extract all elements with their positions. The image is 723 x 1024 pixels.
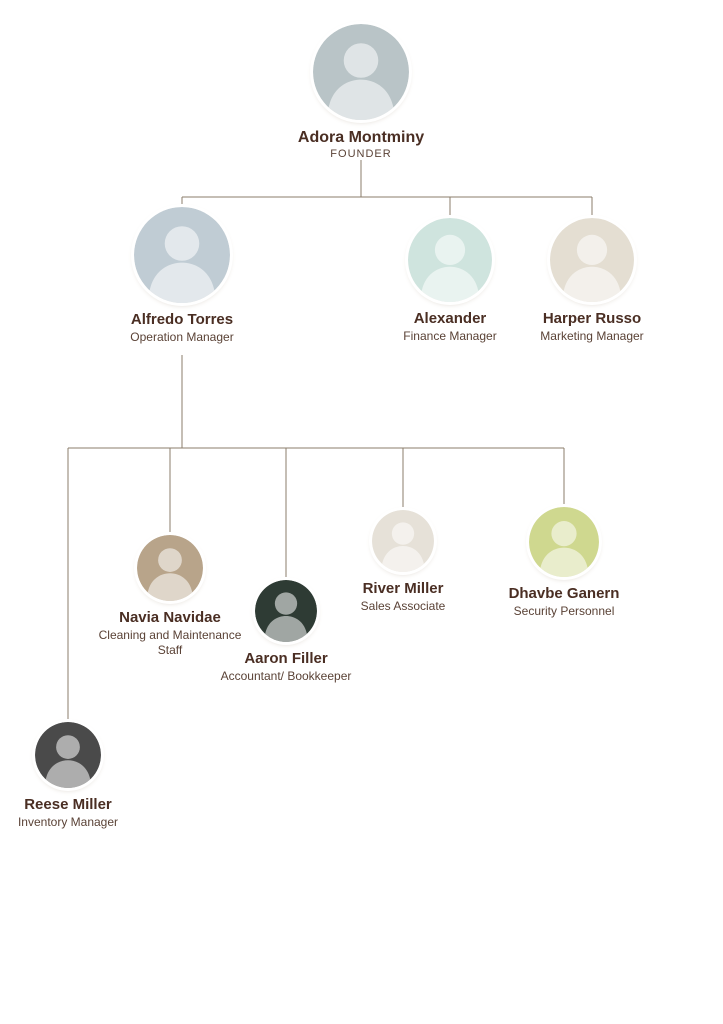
avatar bbox=[372, 510, 434, 572]
person-role: Sales Associate bbox=[323, 599, 483, 614]
person-node-founder: Adora MontminyFOUNDER bbox=[281, 24, 441, 162]
person-node-reese: Reese MillerInventory Manager bbox=[0, 722, 148, 830]
person-node-dhavbe: Dhavbe GanernSecurity Personnel bbox=[484, 507, 644, 619]
person-role: Accountant/ Bookkeeper bbox=[206, 669, 366, 684]
avatar bbox=[529, 507, 599, 577]
person-role: Operation Manager bbox=[102, 330, 262, 345]
person-role: Marketing Manager bbox=[512, 329, 672, 344]
person-role: Security Personnel bbox=[484, 604, 644, 619]
person-name: River Miller bbox=[323, 580, 483, 598]
org-chart: Adora MontminyFOUNDERAlfredo TorresOpera… bbox=[0, 0, 723, 1024]
person-node-alexander: AlexanderFinance Manager bbox=[370, 218, 530, 344]
avatar bbox=[408, 218, 492, 302]
person-name: Alfredo Torres bbox=[102, 311, 262, 329]
person-name: Harper Russo bbox=[512, 310, 672, 328]
person-role: FOUNDER bbox=[281, 148, 441, 162]
avatar bbox=[35, 722, 101, 788]
avatar bbox=[134, 207, 230, 303]
person-name: Alexander bbox=[370, 310, 530, 328]
person-name: Dhavbe Ganern bbox=[484, 585, 644, 603]
person-name: Reese Miller bbox=[0, 796, 148, 814]
person-node-alfredo: Alfredo TorresOperation Manager bbox=[102, 207, 262, 345]
avatar bbox=[313, 24, 409, 120]
person-role: Inventory Manager bbox=[0, 815, 148, 830]
person-node-harper: Harper RussoMarketing Manager bbox=[512, 218, 672, 344]
avatar bbox=[137, 535, 203, 601]
person-node-river: River MillerSales Associate bbox=[323, 510, 483, 614]
avatar bbox=[550, 218, 634, 302]
avatar bbox=[255, 580, 317, 642]
person-name: Adora Montminy bbox=[281, 128, 441, 147]
person-name: Aaron Filler bbox=[206, 650, 366, 668]
person-role: Finance Manager bbox=[370, 329, 530, 344]
